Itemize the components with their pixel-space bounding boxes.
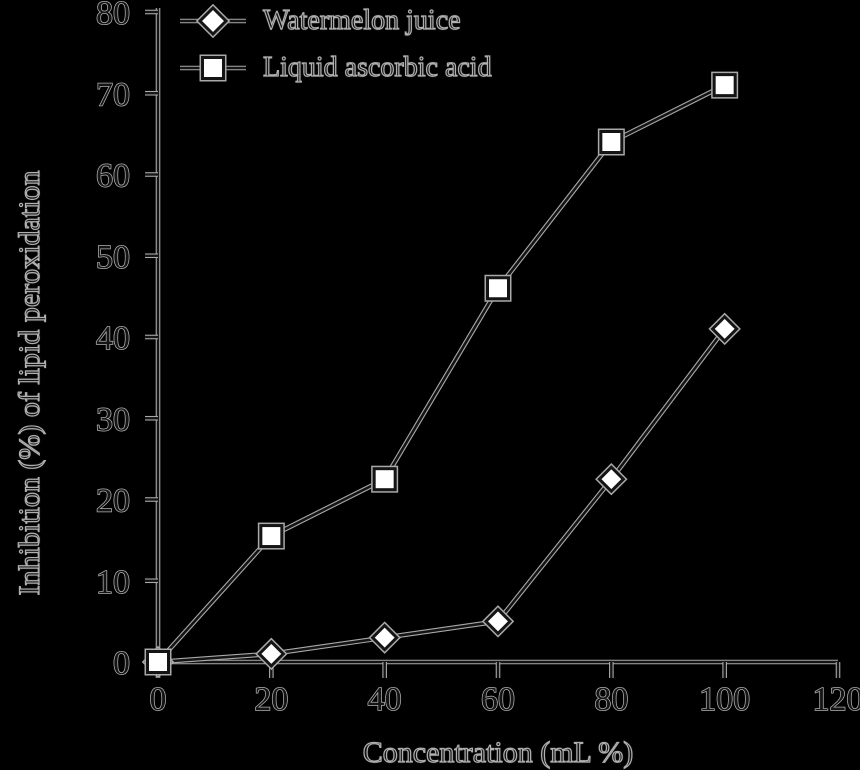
marker-diamond [597,465,626,494]
y-tick-label: 80 [96,0,130,32]
series-line-watermelon-juice-halo [157,327,727,665]
x-tick-label: 80 [594,681,628,718]
x-tick-label: 120 [813,681,860,718]
marker-diamond [370,623,399,652]
series-line-liquid-ascorbic-acid-halo [156,82,726,664]
y-axis-title: Inhibition (%) of lipid peroxidation [12,170,46,596]
x-tick-label: 60 [481,681,515,718]
y-tick-label: 40 [96,320,130,357]
y-tick-label: 30 [96,401,130,438]
axis-frame [156,8,838,664]
y-tick-label: 20 [96,483,130,520]
legend-label: Watermelon juice [262,4,461,36]
x-tick-label: 0 [150,681,167,718]
y-tick-label: 70 [96,76,130,113]
square-marker-icon [180,54,246,82]
x-tick-label: 40 [368,681,402,718]
x-tick-label: 20 [254,681,288,718]
marker-diamond [483,607,513,636]
series-line-watermelon-juice [157,328,726,664]
marker-square [712,73,737,98]
marker-square [599,130,624,154]
marker-diamond [257,639,286,668]
marker-square [259,524,284,549]
x-axis-title: Concentration (mL %) [362,735,634,769]
marker-square [372,467,397,492]
y-tick-label: 0 [113,645,130,682]
marker-diamond [710,314,739,343]
legend-item-liquid-ascorbic-acid: Liquid ascorbic acid [180,50,492,86]
series-line-liquid-ascorbic-acid [157,83,726,663]
axis-frame-halo [155,8,838,665]
y-tick-label: 60 [96,158,130,195]
y-tick-label: 50 [96,239,130,276]
legend-item-watermelon-juice: Watermelon juice [180,3,492,39]
legend: Watermelon juice Liquid ascorbic acid [180,0,492,86]
marker-square [146,650,170,674]
marker-square [486,276,510,301]
legend-label: Liquid ascorbic acid [262,51,492,83]
y-tick-label: 10 [96,564,130,601]
diamond-marker-icon [180,4,246,38]
x-tick-label: 100 [699,681,750,718]
